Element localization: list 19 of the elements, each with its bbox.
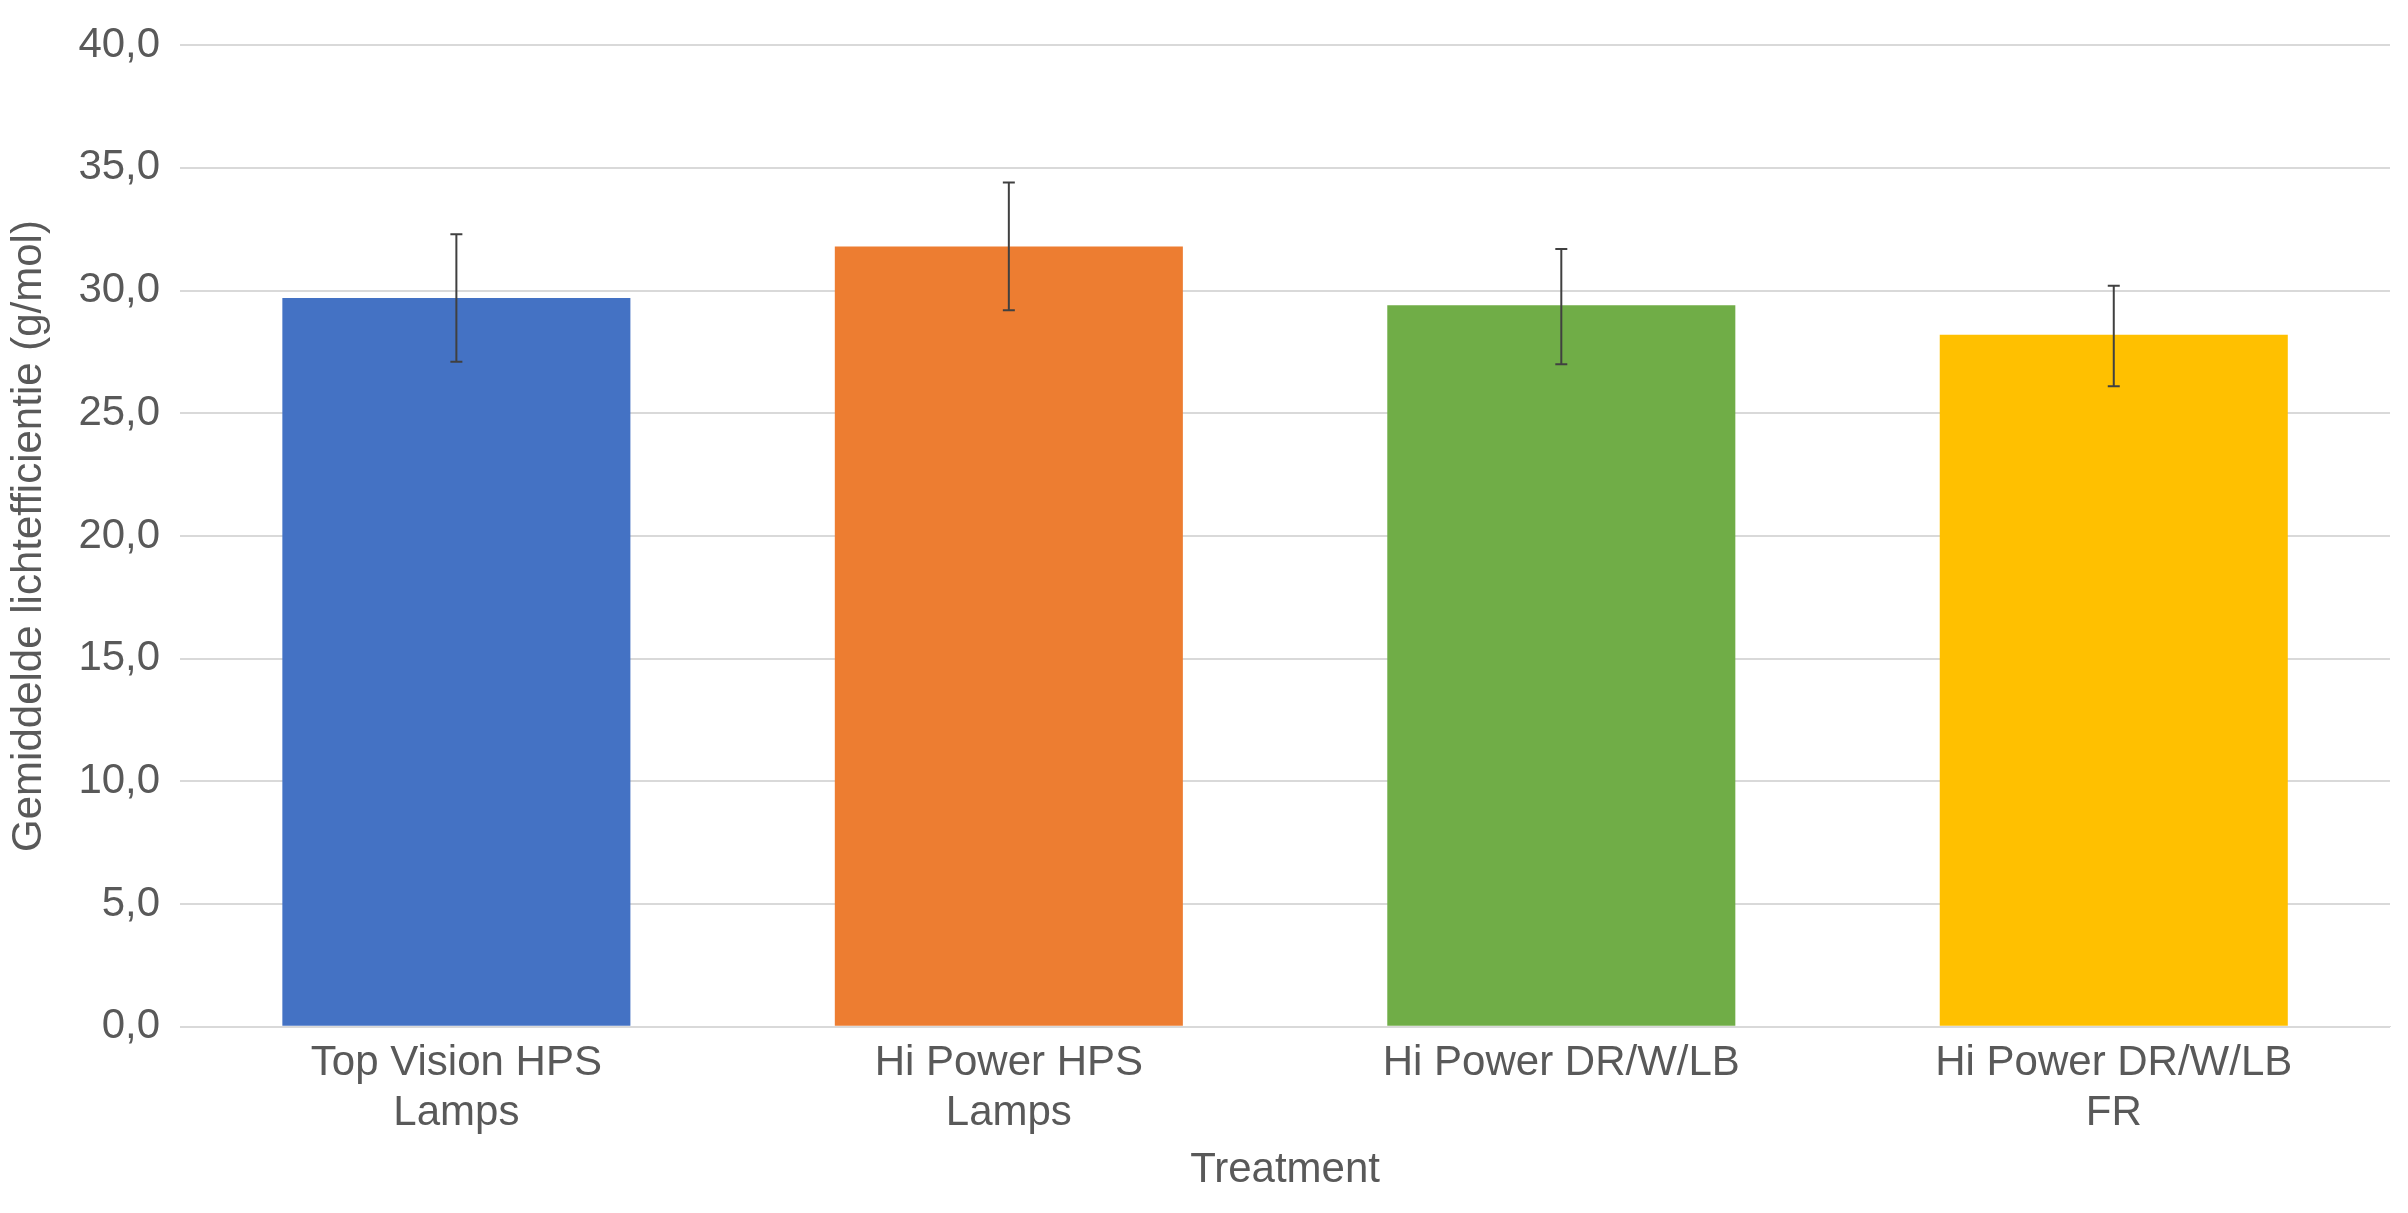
y-tick-label: 0,0 <box>101 1000 161 1048</box>
y-tick-label: 10,0 <box>78 754 161 802</box>
y-tick-label: 15,0 <box>78 632 161 680</box>
bar <box>282 297 631 1026</box>
y-tick-label: 20,0 <box>78 509 161 557</box>
x-tick-label: Hi Power DR/W/LB FR <box>1935 1036 2293 1134</box>
x-tick-label: Hi Power DR/W/LB <box>1382 1036 1740 1084</box>
y-tick-label: 40,0 <box>78 18 161 66</box>
y-tick-label: 25,0 <box>78 386 161 434</box>
bar <box>834 246 1183 1026</box>
x-tick-label: Top Vision HPS Lamps <box>310 1036 602 1134</box>
y-tick-label: 5,0 <box>101 877 161 925</box>
x-tick-label: Hi Power HPS Lamps <box>874 1036 1144 1134</box>
bar <box>1387 305 1736 1026</box>
y-tick-label: 35,0 <box>78 141 161 189</box>
y-axis-title: Gemiddelde lichtefficientie (g/mol) <box>2 220 50 852</box>
y-tick-label: 30,0 <box>78 264 161 312</box>
bar <box>1939 334 2288 1026</box>
x-axis-title: Treatment <box>1190 1144 1381 1192</box>
